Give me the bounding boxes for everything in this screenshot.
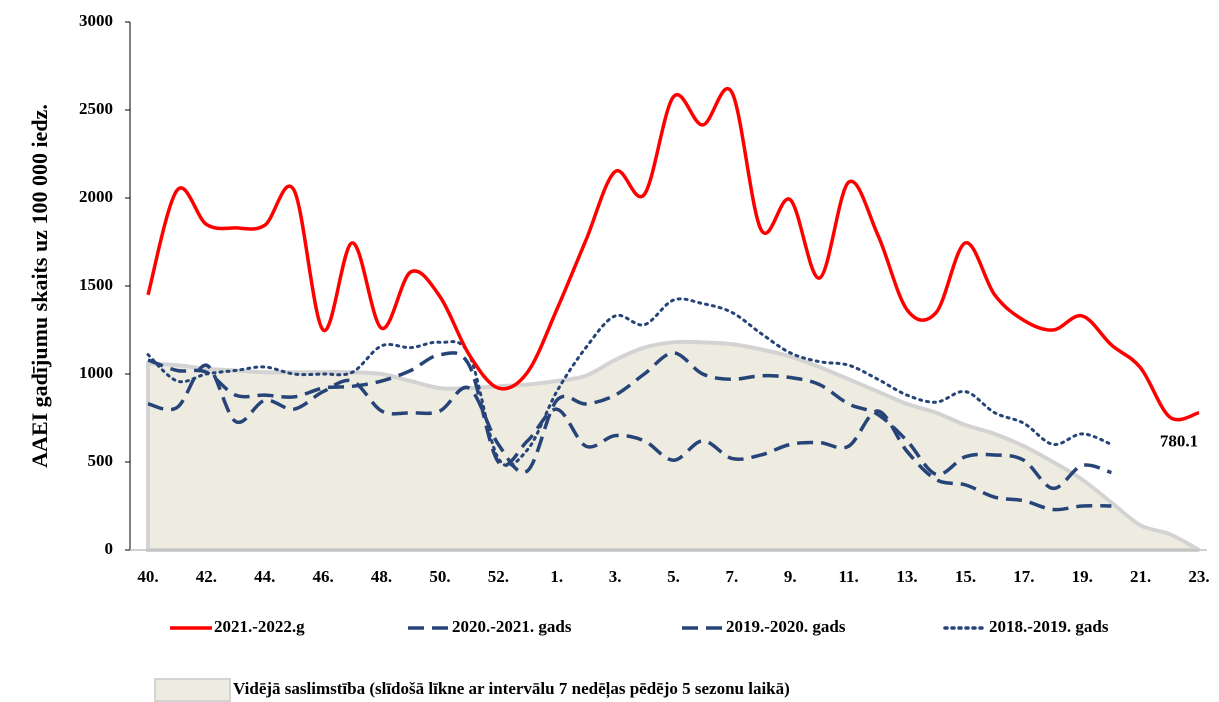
x-tick-label: 50.: [429, 567, 450, 586]
x-tick-label: 52.: [488, 567, 509, 586]
line: [147, 351, 1112, 491]
y-tick-label: 500: [88, 451, 114, 470]
x-tick-label: 21.: [1130, 567, 1151, 586]
y-tick-label: 1500: [79, 275, 113, 294]
y-tick-label: 3000: [79, 11, 113, 30]
line: [146, 297, 1113, 468]
legend-label: Vidējā saslimstība (slīdošā līkne ar int…: [233, 679, 790, 699]
x-tick-label: 19.: [1072, 567, 1093, 586]
x-tick-label: 3.: [609, 567, 622, 586]
x-tick-label: 46.: [313, 567, 334, 586]
x-tick-label: 44.: [254, 567, 275, 586]
x-tick-label: 7.: [726, 567, 739, 586]
y-axis-label: AAEI gadījumu skaits uz 100 000 iedz.: [27, 104, 52, 468]
x-tick-label: 17.: [1013, 567, 1034, 586]
x-tick-label: 23.: [1188, 567, 1209, 586]
x-tick-label: 15.: [955, 567, 976, 586]
y-tick-label: 2500: [79, 99, 113, 118]
x-tick-label: 1.: [550, 567, 563, 586]
legend-label: 2021.-2022.g: [214, 617, 305, 636]
line: [146, 87, 1200, 422]
x-tick-label: 40.: [137, 567, 158, 586]
y-tick-label: 0: [105, 539, 114, 558]
legend-swatch: [154, 678, 231, 702]
area: [146, 339, 1200, 552]
line: [147, 351, 1112, 512]
data-label: 780.1: [1160, 432, 1198, 451]
legend-label: 2018.-2019. gads: [989, 617, 1109, 636]
legend-label: 2019.-2020. gads: [726, 617, 846, 636]
x-tick-label: 48.: [371, 567, 392, 586]
x-tick-label: 13.: [896, 567, 917, 586]
x-tick-label: 9.: [784, 567, 797, 586]
y-tick-label: 1000: [79, 363, 113, 382]
x-tick-label: 5.: [667, 567, 680, 586]
x-tick-label: 42.: [196, 567, 217, 586]
x-tick-label: 11.: [839, 567, 859, 586]
y-tick-label: 2000: [79, 187, 113, 206]
legend-label: 2020.-2021. gads: [452, 617, 572, 636]
